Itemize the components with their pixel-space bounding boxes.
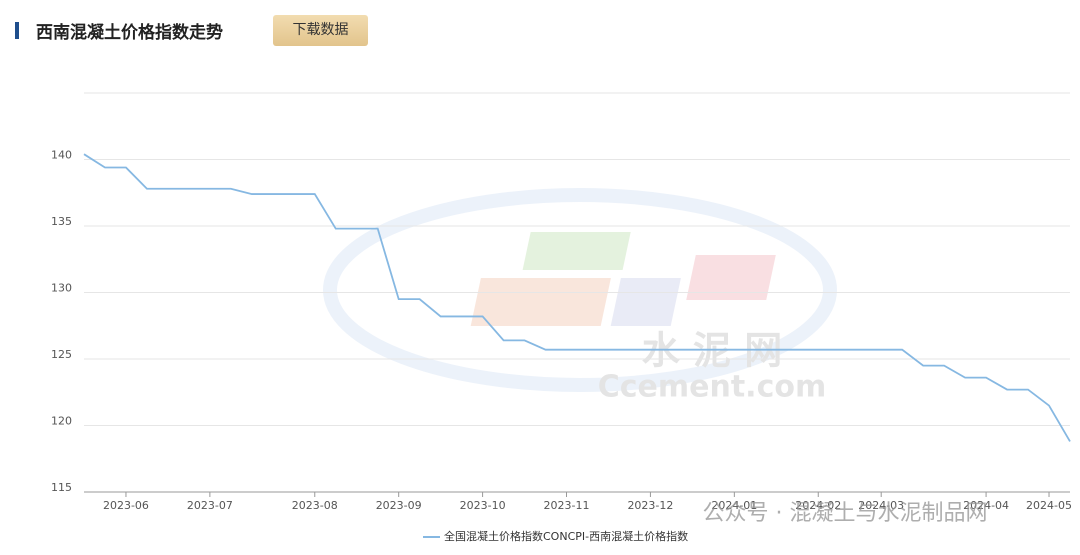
y-tick-label: 140 [51, 149, 72, 162]
x-tick-label: 2023-06 [103, 499, 149, 512]
watermark-logo [323, 188, 837, 392]
y-tick-label: 130 [51, 282, 72, 295]
y-tick-label: 125 [51, 348, 72, 361]
y-tick-label: 120 [51, 415, 72, 428]
data-line [83, 153, 1071, 442]
watermark-logo [610, 278, 681, 326]
watermark-logo [470, 278, 611, 326]
x-tick-label: 2024-04 [963, 499, 1009, 512]
x-tick-label: 2023-11 [544, 499, 590, 512]
title-marker [15, 22, 19, 39]
download-button[interactable]: 下载数据 [273, 15, 368, 46]
x-tick-label: 2023-10 [460, 499, 506, 512]
watermark-logo [686, 255, 776, 300]
x-tick-label: 2024-01 [711, 499, 757, 512]
watermark-text: 公众号 · 混凝土与水泥制品网 [703, 501, 988, 526]
x-tick-label: 2024-02 [795, 499, 841, 512]
x-tick-label: 2023-07 [187, 499, 233, 512]
y-tick-label: 135 [51, 215, 72, 228]
legend-label: 全国混凝土价格指数CONCPI-西南混凝土价格指数 [444, 529, 688, 543]
x-tick-label: 2023-12 [627, 499, 673, 512]
page-title: 西南混凝土价格指数走势 [36, 23, 223, 43]
y-tick-label: 115 [51, 481, 72, 494]
watermark-logo [522, 232, 631, 270]
header: 西南混凝土价格指数走势 下载数据 [0, 0, 1080, 60]
x-tick-label: 2023-09 [376, 499, 422, 512]
x-tick-label: 2024-03 [858, 499, 904, 512]
watermark-text: Ccement.com [598, 370, 827, 405]
x-tick-label: 2024-05 [1026, 499, 1072, 512]
x-tick-label: 2023-08 [292, 499, 338, 512]
